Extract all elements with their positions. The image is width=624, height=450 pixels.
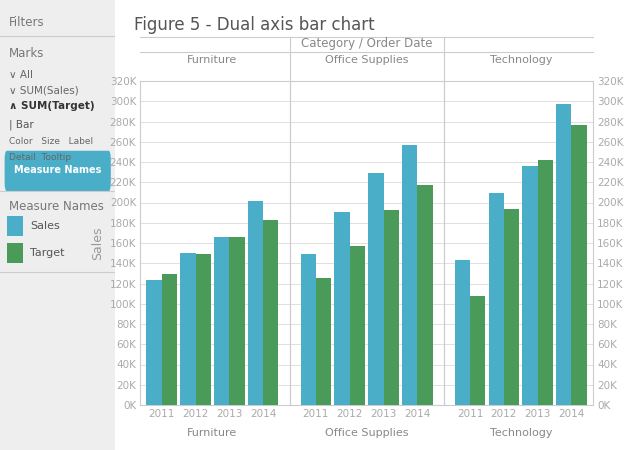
Text: Office Supplies: Office Supplies: [325, 55, 408, 65]
Bar: [368, 173, 384, 405]
Bar: [572, 125, 587, 405]
Bar: [195, 254, 211, 405]
Text: Measure Names: Measure Names: [14, 165, 102, 175]
Bar: [162, 274, 177, 405]
Text: Figure 5 - Dual axis bar chart: Figure 5 - Dual axis bar chart: [134, 16, 375, 34]
Text: Furniture: Furniture: [187, 428, 238, 438]
Text: Category / Order Date: Category / Order Date: [301, 37, 432, 50]
Bar: [504, 209, 519, 405]
Bar: [230, 237, 245, 405]
Bar: [334, 212, 349, 405]
Bar: [248, 202, 263, 405]
Bar: [263, 220, 278, 405]
Text: Sales: Sales: [30, 221, 60, 231]
FancyBboxPatch shape: [4, 151, 111, 191]
Bar: [455, 260, 470, 405]
Text: ∨ SUM(Sales): ∨ SUM(Sales): [9, 86, 79, 95]
Text: Target: Target: [30, 248, 64, 258]
Text: Measure Names: Measure Names: [9, 200, 104, 213]
Text: Office Supplies: Office Supplies: [325, 428, 408, 438]
Text: ∧ SUM(Target): ∧ SUM(Target): [9, 101, 95, 111]
Bar: [301, 254, 316, 405]
Bar: [214, 237, 230, 405]
Bar: [316, 279, 331, 405]
Bar: [384, 210, 399, 405]
Text: Filters: Filters: [9, 16, 45, 29]
Text: Furniture: Furniture: [187, 55, 238, 65]
Text: | Bar: | Bar: [9, 119, 34, 130]
Bar: [489, 194, 504, 405]
Text: ∨ All: ∨ All: [9, 70, 33, 80]
Bar: [470, 296, 485, 405]
Bar: [402, 145, 417, 405]
Text: Detail  Tooltip: Detail Tooltip: [9, 153, 71, 162]
Text: Technology: Technology: [489, 428, 552, 438]
Bar: [538, 160, 553, 405]
Bar: [556, 104, 572, 405]
FancyBboxPatch shape: [7, 216, 23, 236]
Bar: [147, 280, 162, 405]
Text: Color   Size   Label: Color Size Label: [9, 137, 94, 146]
Y-axis label: Sales: Sales: [91, 226, 104, 260]
Bar: [522, 166, 538, 405]
Bar: [349, 246, 365, 405]
FancyBboxPatch shape: [7, 243, 23, 263]
Text: Technology: Technology: [489, 55, 552, 65]
Bar: [180, 253, 195, 405]
Bar: [417, 185, 432, 405]
Text: Marks: Marks: [9, 47, 44, 60]
